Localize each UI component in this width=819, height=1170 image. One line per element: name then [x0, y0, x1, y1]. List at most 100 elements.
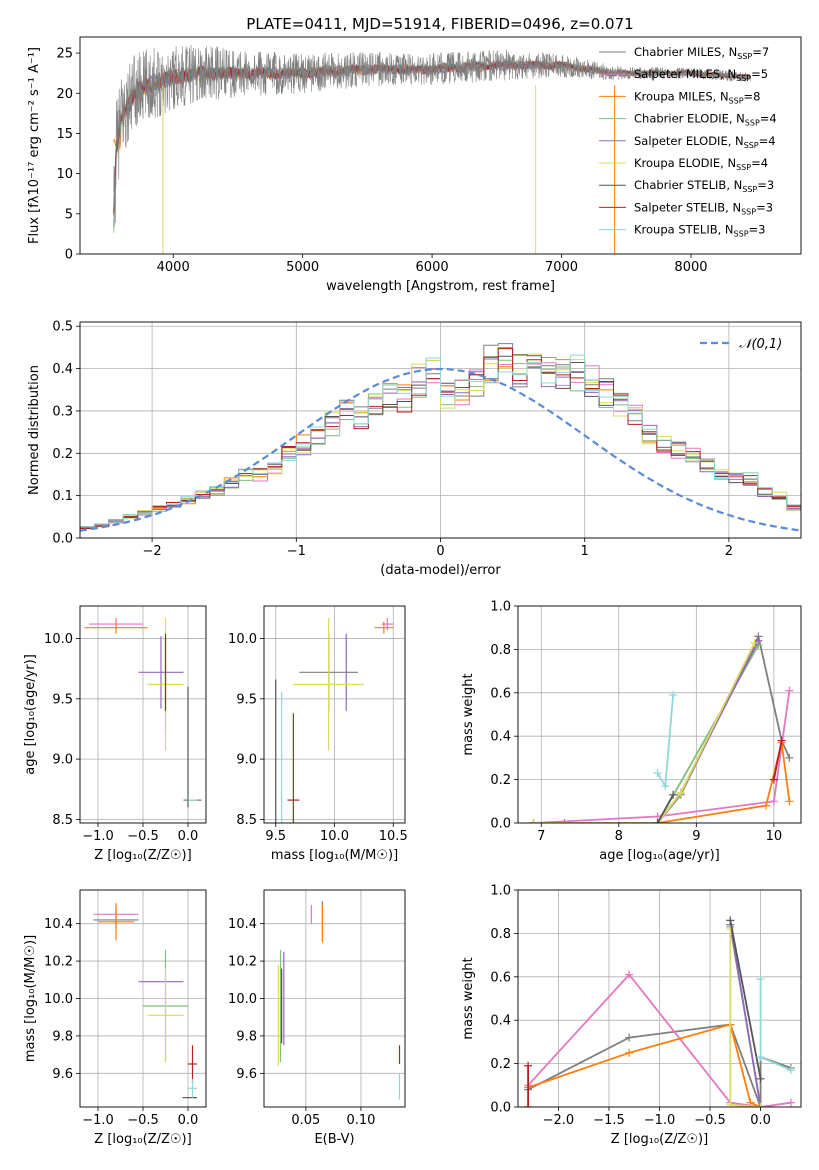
legend-label-sub: SSP [745, 119, 760, 128]
weight-marker [726, 925, 735, 934]
weight-marker [746, 1098, 755, 1107]
x-tick-label: 10 [766, 829, 783, 844]
y-tick-label: 10 [56, 167, 73, 182]
legend-label-sub: SSP [736, 163, 751, 172]
weight-marker [756, 1053, 765, 1062]
residual-histogram-step [80, 362, 801, 528]
weight-series [726, 916, 765, 1083]
y-axis-label: mass weight [461, 957, 476, 1039]
legend-label-sub: SSP [741, 207, 756, 216]
x-tick-label: 0.10 [346, 1113, 375, 1128]
legend-label-suffix: =4 [751, 156, 768, 170]
x-axis-label: E(B-V) [314, 1132, 354, 1147]
y-tick-label: 9.6 [52, 1067, 73, 1082]
weight-marker [653, 769, 662, 778]
legend-label: Chabrier MILES, NSSP=7 [634, 45, 769, 61]
y-tick-label: 0.2 [52, 447, 73, 462]
plot-area [524, 916, 795, 1107]
legend-label-suffix: =4 [760, 112, 777, 126]
axes-frame [79, 36, 802, 255]
x-tick-label: 10.5 [379, 829, 408, 844]
legend-label: Chabrier STELIB, NSSP=3 [634, 178, 774, 194]
y-tick-label: 10.0 [44, 992, 73, 1007]
legend-label: Salpeter ELODIE, NSSP=4 [634, 134, 776, 150]
y-axis-label: Flux [fλ10⁻¹⁷ erg cm⁻² s⁻¹ A⁻¹] [27, 47, 42, 244]
weight-marker [676, 788, 685, 797]
legend-label-main: Chabrier STELIB, N [634, 178, 742, 192]
residual-histogram-step [80, 354, 801, 528]
legend-label-suffix: =5 [751, 67, 768, 81]
legend-label-main: Chabrier MILES, N [634, 45, 737, 59]
y-tick-label: 10.0 [228, 632, 257, 647]
weight-line [533, 690, 791, 823]
residual-histogram-step [80, 356, 801, 529]
weight-line [527, 1023, 761, 1107]
y-tick-label: 10.4 [228, 917, 257, 932]
y-tick-label: 10.0 [228, 992, 257, 1007]
y-tick-label: 10.0 [44, 632, 73, 647]
panel-massweight-vs-Z: −2.0 −1.5 −1.0 −0.5 0.0 0.0 0.2 0.4 0.6 0.8 1.0 Z [… [461, 884, 802, 1147]
x-tick-label: 0 [436, 544, 444, 559]
plot-area [80, 343, 801, 532]
x-tick-label: −0.5 [127, 829, 159, 844]
x-tick-label: 0.05 [291, 1113, 320, 1128]
legend-label-suffix: =3 [756, 200, 773, 214]
weight-series [529, 738, 794, 823]
x-axis-label: (data-model)/error [380, 563, 501, 578]
weight-marker [524, 1061, 533, 1070]
errorbar-point [374, 621, 394, 634]
weight-marker [785, 686, 794, 695]
residual-legend: 𝒩(0,1) [700, 337, 782, 352]
x-axis-label: Z [log₁₀(Z/Z☉)] [611, 1132, 708, 1147]
y-tick-label: 0.8 [490, 643, 511, 658]
x-tick-label: 4000 [157, 260, 190, 275]
plot-area [84, 618, 202, 808]
y-tick-label: 9.5 [236, 692, 257, 707]
y-tick-label: 0.5 [52, 320, 73, 335]
y-tick-label: 8.5 [52, 813, 73, 828]
weight-series [653, 790, 678, 823]
weight-marker [653, 819, 662, 823]
errorbar-point [147, 968, 184, 1063]
legend-label: Kroupa MILES, NSSP=8 [634, 89, 760, 105]
y-tick-label: 0.1 [52, 489, 73, 504]
legend-label: Salpeter STELIB, NSSP=3 [634, 200, 773, 216]
weight-line [533, 640, 760, 823]
weight-marker [750, 638, 759, 647]
legend-label-sub: SSP [737, 52, 752, 61]
y-tick-label: 0.4 [52, 362, 73, 377]
legend-label-main: Chabrier ELODIE, N [634, 112, 745, 126]
weight-series [769, 736, 786, 784]
legend-label-suffix: =4 [759, 134, 776, 148]
weight-marker [669, 690, 678, 699]
weight-marker [529, 819, 538, 823]
observed-spectrum-line [113, 44, 751, 228]
weight-marker [777, 736, 786, 745]
y-axis-label: mass weight [461, 673, 476, 755]
panel-mass-vs-EBV: 0.05 0.10 9.6 9.8 10.0 10.2 10.4 E(B-V) [228, 889, 406, 1147]
weight-marker [785, 797, 794, 806]
weight-line [656, 694, 674, 789]
x-tick-label: 10.0 [320, 829, 349, 844]
y-tick-label: 15 [56, 127, 73, 142]
y-tick-label: 9.0 [52, 753, 73, 768]
errorbar-point [98, 903, 134, 941]
weight-marker [625, 1033, 634, 1042]
y-tick-label: 0.0 [490, 817, 511, 832]
weight-series [726, 925, 765, 1107]
weight-marker [625, 970, 634, 979]
legend-label: 𝒩(0,1) [739, 337, 782, 352]
weight-line [656, 794, 674, 823]
x-tick-label: 9 [692, 829, 700, 844]
weight-marker [785, 753, 794, 762]
weight-marker [661, 782, 670, 791]
weight-marker [726, 916, 735, 925]
weight-series [529, 632, 794, 823]
errorbar-point [188, 1078, 197, 1098]
weight-marker [560, 819, 569, 823]
plot-area [275, 618, 394, 823]
x-tick-label: −2 [143, 544, 162, 559]
weight-marker [726, 1100, 735, 1107]
y-tick-label: 25 [56, 47, 73, 62]
x-tick-label: −1.0 [644, 1113, 676, 1128]
